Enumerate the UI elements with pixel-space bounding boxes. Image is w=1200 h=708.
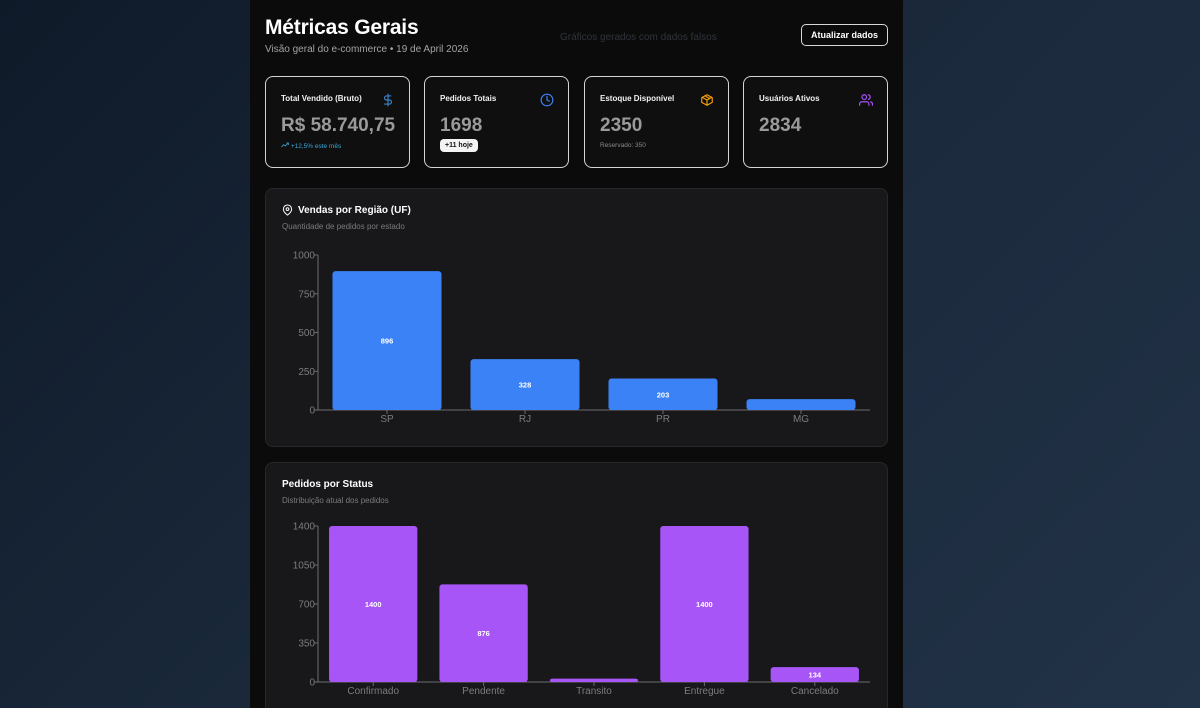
trend-text: +12,5% este mês — [281, 142, 341, 150]
dashboard-app: Métricas Gerais Visão geral do e-commerc… — [250, 0, 903, 708]
data-label: 896 — [381, 337, 394, 346]
bar-confirmado — [329, 526, 418, 682]
card-label: Pedidos Totais — [440, 94, 497, 103]
panel-subtitle: Distribuição atual dos pedidos — [282, 496, 389, 505]
y-tick-label: 0 — [309, 406, 315, 417]
today-badge: +11 hoje — [440, 139, 478, 152]
users-icon — [859, 94, 873, 106]
bar-entregue — [660, 526, 749, 682]
x-tick-label: Transito — [576, 686, 612, 697]
card-value: 2834 — [759, 115, 802, 136]
bar-pr — [608, 378, 718, 410]
card-total-orders: Pedidos Totais 1698 +11 hoje — [424, 76, 569, 168]
box-icon — [701, 94, 713, 106]
region-bar-chart: 0 250 500 750 1000 SP 896 RJ 328 PR 203 MG — [293, 251, 870, 425]
panel-subtitle: Quantidade de pedidos por estado — [282, 222, 405, 231]
bar-cancelado — [770, 667, 859, 682]
card-value: 1698 — [440, 115, 483, 136]
x-tick-label: Entregue — [684, 686, 725, 697]
metric-cards: Total Vendido (Bruto) R$ 58.740,75 +12,5… — [265, 76, 888, 168]
bar-pendente — [439, 584, 528, 682]
card-total-sales: Total Vendido (Bruto) R$ 58.740,75 +12,5… — [265, 76, 410, 168]
bar-transito — [549, 678, 639, 682]
trend-value: +12,5% este mês — [290, 143, 342, 150]
data-label: 1400 — [365, 600, 382, 609]
x-tick-label: Confirmado — [347, 686, 399, 697]
fake-data-note: Gráficos gerados com dados falsos — [560, 32, 717, 43]
bar-sp — [332, 271, 442, 410]
card-label: Estoque Disponível — [600, 94, 675, 103]
x-tick-label: Pendente — [462, 686, 505, 697]
clock-icon — [540, 93, 554, 107]
reserved-text: Reservado: 350 — [600, 142, 646, 149]
page-subtitle: Visão geral do e-commerce • 19 de April … — [265, 44, 469, 55]
x-tick-label: PR — [656, 414, 670, 425]
card-label: Total Vendido (Bruto) — [281, 94, 362, 103]
bar-rj — [470, 359, 580, 410]
card-value: 2350 — [600, 115, 643, 136]
data-label: 134 — [809, 671, 822, 680]
y-tick-label: 1050 — [293, 561, 316, 572]
refresh-data-button[interactable]: Atualizar dados — [800, 24, 888, 46]
map-pin-icon — [282, 204, 293, 216]
dollar-icon — [383, 93, 393, 107]
data-label: 1400 — [696, 600, 713, 609]
x-tick-label: RJ — [519, 414, 531, 425]
y-tick-label: 1400 — [293, 522, 316, 533]
region-sales-panel: Vendas por Região (UF) Quantidade de ped… — [265, 188, 888, 447]
panel-title: Vendas por Região (UF) — [298, 205, 411, 216]
y-tick-label: 700 — [298, 600, 315, 611]
page-header: Métricas Gerais Visão geral do e-commerc… — [265, 14, 888, 64]
data-label: 876 — [477, 629, 490, 638]
y-tick-label: 250 — [298, 367, 315, 378]
card-label: Usuários Ativos — [759, 94, 820, 103]
card-stock: Estoque Disponível 2350 Reservado: 350 — [584, 76, 729, 168]
y-tick-label: 500 — [298, 328, 315, 339]
status-bar-chart: 0 350 700 1050 1400 Confirmado 1400 Pendente 876… — [293, 522, 870, 697]
y-tick-label: 1000 — [293, 251, 316, 262]
data-label: 203 — [657, 390, 670, 399]
y-tick-label: 350 — [298, 639, 315, 650]
card-value: R$ 58.740,75 — [281, 115, 396, 136]
page-title: Métricas Gerais — [265, 16, 419, 39]
x-tick-label: SP — [380, 414, 394, 425]
data-label: 328 — [519, 381, 532, 390]
x-tick-label: MG — [793, 414, 809, 425]
bar-mg — [746, 399, 856, 410]
panel-title: Pedidos por Status — [282, 479, 374, 490]
y-tick-label: 0 — [309, 678, 315, 689]
y-tick-label: 750 — [298, 289, 315, 300]
x-tick-label: Cancelado — [791, 686, 839, 697]
status-orders-panel: Pedidos por Status Distribuição atual do… — [265, 462, 888, 708]
trending-up-icon — [281, 142, 289, 148]
card-active-users: Usuários Ativos 2834 — [743, 76, 888, 168]
